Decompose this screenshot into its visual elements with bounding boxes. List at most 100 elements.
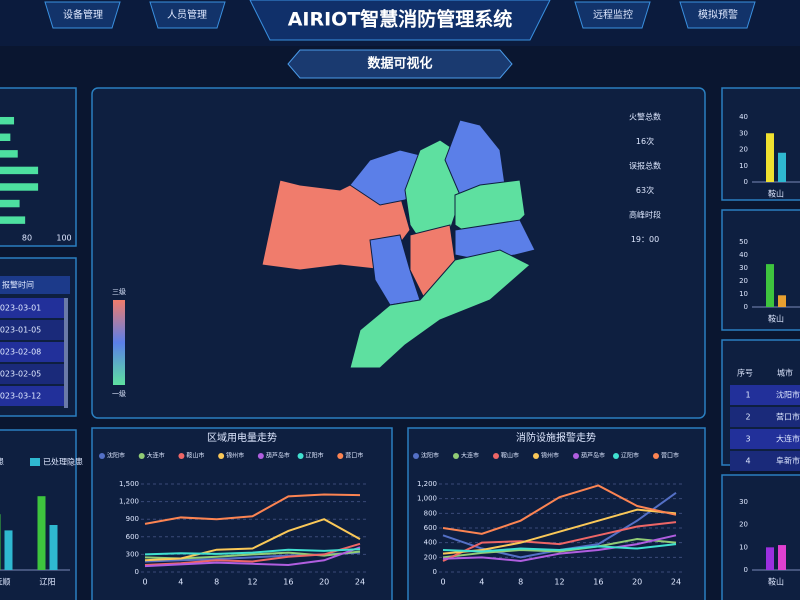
- map: [261, 119, 536, 369]
- x-tick-label: 20: [632, 578, 642, 587]
- nav-label[interactable]: 人员管理: [167, 8, 207, 21]
- table-row: [730, 429, 800, 449]
- x-tick-label: 0: [142, 578, 147, 587]
- legend-label: 鞍山市: [501, 452, 519, 460]
- visual-map: [113, 300, 125, 385]
- legend-swatch: [99, 453, 105, 459]
- title-plate: [249, 0, 551, 41]
- y-tick-label: 1,200: [119, 498, 139, 506]
- legend-swatch: [337, 453, 344, 459]
- x-tick-label: 鞍山: [768, 314, 784, 324]
- legend-swatch: [613, 453, 619, 459]
- stat-text: 63次: [636, 185, 654, 195]
- stat-text: 高峰时段: [629, 210, 661, 220]
- legend-swatch: [413, 453, 419, 459]
- legend-label: 三级: [112, 287, 126, 296]
- y-tick-label: 200: [424, 553, 437, 561]
- x-tick-label: 24: [671, 578, 681, 587]
- y-tick-label: 20: [739, 146, 748, 154]
- stat-text: 火警总数: [629, 112, 661, 122]
- y-tick-label: 300: [126, 550, 139, 558]
- legend-swatch: [653, 453, 659, 459]
- y-tick-label: 10: [739, 162, 748, 170]
- legend-swatch: [138, 453, 145, 459]
- legend-label: 鞍山市: [186, 452, 204, 460]
- legend-label: 葫芦岛市: [266, 452, 290, 460]
- table-header-text: 报警时间: [2, 280, 34, 290]
- line: [442, 521, 677, 562]
- table-cell: 3: [745, 435, 750, 444]
- y-tick-label: 30: [739, 264, 748, 272]
- legend-swatch: [533, 453, 539, 459]
- table-cell: 2023-02-05: [0, 370, 41, 379]
- nav-button[interactable]: [574, 1, 651, 29]
- nav-button[interactable]: [44, 1, 121, 29]
- bar: [778, 545, 786, 570]
- subtitle: 数据可视化: [367, 56, 432, 72]
- bar: [0, 116, 15, 125]
- line: [144, 493, 361, 525]
- legend-label: 营口市: [661, 452, 679, 460]
- table-cell: 2023-02-08: [0, 348, 41, 357]
- bar: [4, 530, 13, 570]
- table-cell: 营口市: [776, 412, 800, 422]
- table-header: [0, 276, 70, 294]
- bar: [778, 295, 786, 307]
- nav-label[interactable]: 设备管理: [63, 8, 103, 21]
- legend-label: 大连市: [461, 452, 479, 460]
- bar: [766, 133, 774, 182]
- nav-label[interactable]: 模拟预警: [698, 8, 738, 21]
- legend-swatch: [218, 453, 225, 459]
- bar: [778, 152, 786, 182]
- line: [144, 518, 361, 562]
- y-tick-label: 600: [126, 533, 139, 541]
- table-cell: 2023-03-01: [0, 304, 41, 313]
- x-tick-label: 4: [479, 578, 484, 587]
- x-tick-label: 16: [283, 578, 293, 587]
- nav-label[interactable]: 远程监控: [593, 8, 633, 21]
- nav-button[interactable]: [149, 1, 226, 29]
- y-tick-label: 30: [739, 498, 748, 506]
- table-row: [0, 320, 64, 340]
- legend-swatch: [573, 453, 579, 459]
- table-row: [0, 364, 64, 384]
- x-tick-label: 20: [319, 578, 329, 587]
- table-header-text: 城市: [777, 368, 793, 378]
- stat-text: 19：00: [631, 235, 659, 244]
- legend-label: 一级: [112, 389, 126, 398]
- line: [442, 543, 677, 553]
- table-row: [730, 385, 800, 405]
- bar: [0, 133, 11, 141]
- bar: [0, 514, 1, 570]
- chart-title: 消防设施报警走势: [516, 431, 596, 444]
- region: [454, 219, 536, 261]
- table-row: [0, 386, 64, 406]
- bar: [766, 547, 774, 570]
- line: [442, 537, 677, 559]
- bar: [0, 166, 39, 175]
- legend-label: 锦州市: [226, 452, 244, 460]
- table-cell: 4: [745, 457, 750, 466]
- legend-swatch: [297, 453, 304, 459]
- y-tick-label: 0: [744, 303, 748, 311]
- x-tick-label: 16: [593, 578, 603, 587]
- x-tick-label: 24: [355, 578, 365, 587]
- line: [144, 542, 361, 566]
- table-cell: 沈阳市: [776, 390, 800, 400]
- legend-label: 已处理隐患: [43, 457, 83, 467]
- table-cell: 阜新市: [776, 456, 800, 466]
- subtitle-plate: [287, 49, 513, 79]
- legend-swatch: [178, 453, 185, 459]
- stat-text: 16次: [636, 136, 654, 146]
- x-tick-label: 鞍山: [768, 189, 784, 199]
- nav: 设备管理 人员管理 远程监控 模拟预警: [44, 1, 756, 29]
- bar: [37, 496, 46, 570]
- x-tick-label: 0: [440, 578, 445, 587]
- nav-button[interactable]: [679, 1, 756, 29]
- legend-label: 锦州市: [541, 452, 559, 460]
- table-row: [0, 298, 64, 318]
- x-tick-label: 抚顺: [0, 577, 11, 587]
- y-tick-label: 900: [126, 515, 139, 523]
- x-tick-label: 鞍山: [768, 577, 784, 587]
